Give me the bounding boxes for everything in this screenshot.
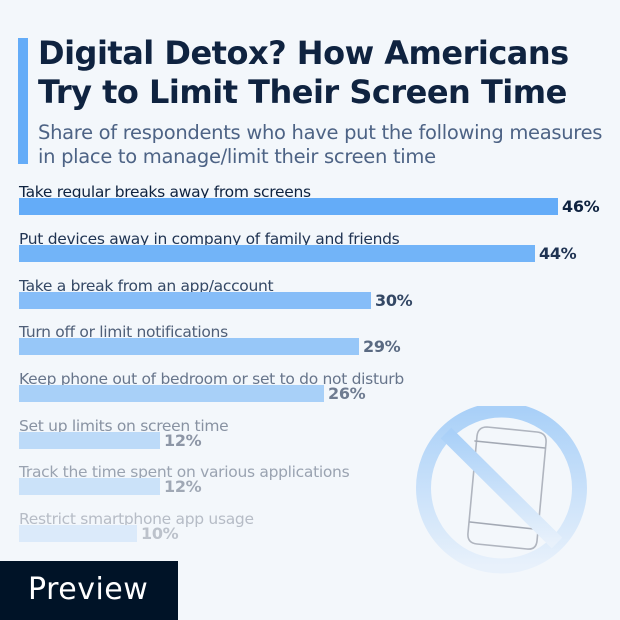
- bar: [19, 198, 558, 215]
- bar-label: Restrict smartphone app usage: [19, 510, 254, 528]
- preview-label: Preview: [28, 572, 149, 607]
- chart-subtitle: Share of respondents who have put the fo…: [38, 121, 603, 168]
- preview-overlay: Preview: [0, 561, 178, 620]
- bar-row: Track the time spent on various applicat…: [0, 463, 620, 509]
- bar-value: 29%: [363, 337, 401, 356]
- bar-label: Take regular breaks away from screens: [19, 183, 311, 201]
- bar-row: Set up limits on screen time 12%: [0, 417, 620, 463]
- bar-label: Set up limits on screen time: [19, 417, 229, 435]
- bar-label: Take a break from an app/account: [19, 277, 274, 295]
- bar-value: 10%: [141, 524, 179, 543]
- bar-label: Keep phone out of bedroom or set to do n…: [19, 370, 404, 388]
- bar: [19, 245, 535, 262]
- bar-row: Turn off or limit notifications 29%: [0, 323, 620, 369]
- bar: [19, 525, 137, 542]
- bar-value: 30%: [375, 291, 413, 310]
- bar-value: 12%: [164, 477, 202, 496]
- bar-row: Keep phone out of bedroom or set to do n…: [0, 370, 620, 416]
- bar-row: Take a break from an app/account 30%: [0, 277, 620, 323]
- title-accent-bar: [18, 38, 28, 164]
- bar-label: Track the time spent on various applicat…: [19, 463, 350, 481]
- bar: [19, 338, 359, 355]
- bar-value: 12%: [164, 431, 202, 450]
- bar: [19, 478, 160, 495]
- bar: [19, 292, 371, 309]
- bar-label: Turn off or limit notifications: [19, 323, 228, 341]
- bar-label: Put devices away in company of family an…: [19, 230, 400, 248]
- bar: [19, 385, 324, 402]
- bar: [19, 432, 160, 449]
- bar-row: Put devices away in company of family an…: [0, 230, 620, 276]
- bar-value: 46%: [562, 197, 600, 216]
- bar-value: 44%: [539, 244, 577, 263]
- bar-row: Restrict smartphone app usage 10%: [0, 510, 620, 556]
- bar-row: Take regular breaks away from screens 46…: [0, 183, 620, 229]
- no-phone-icon: [414, 402, 589, 581]
- bar-value: 26%: [328, 384, 366, 403]
- chart-title: Digital Detox? How Americans Try to Limi…: [38, 34, 569, 111]
